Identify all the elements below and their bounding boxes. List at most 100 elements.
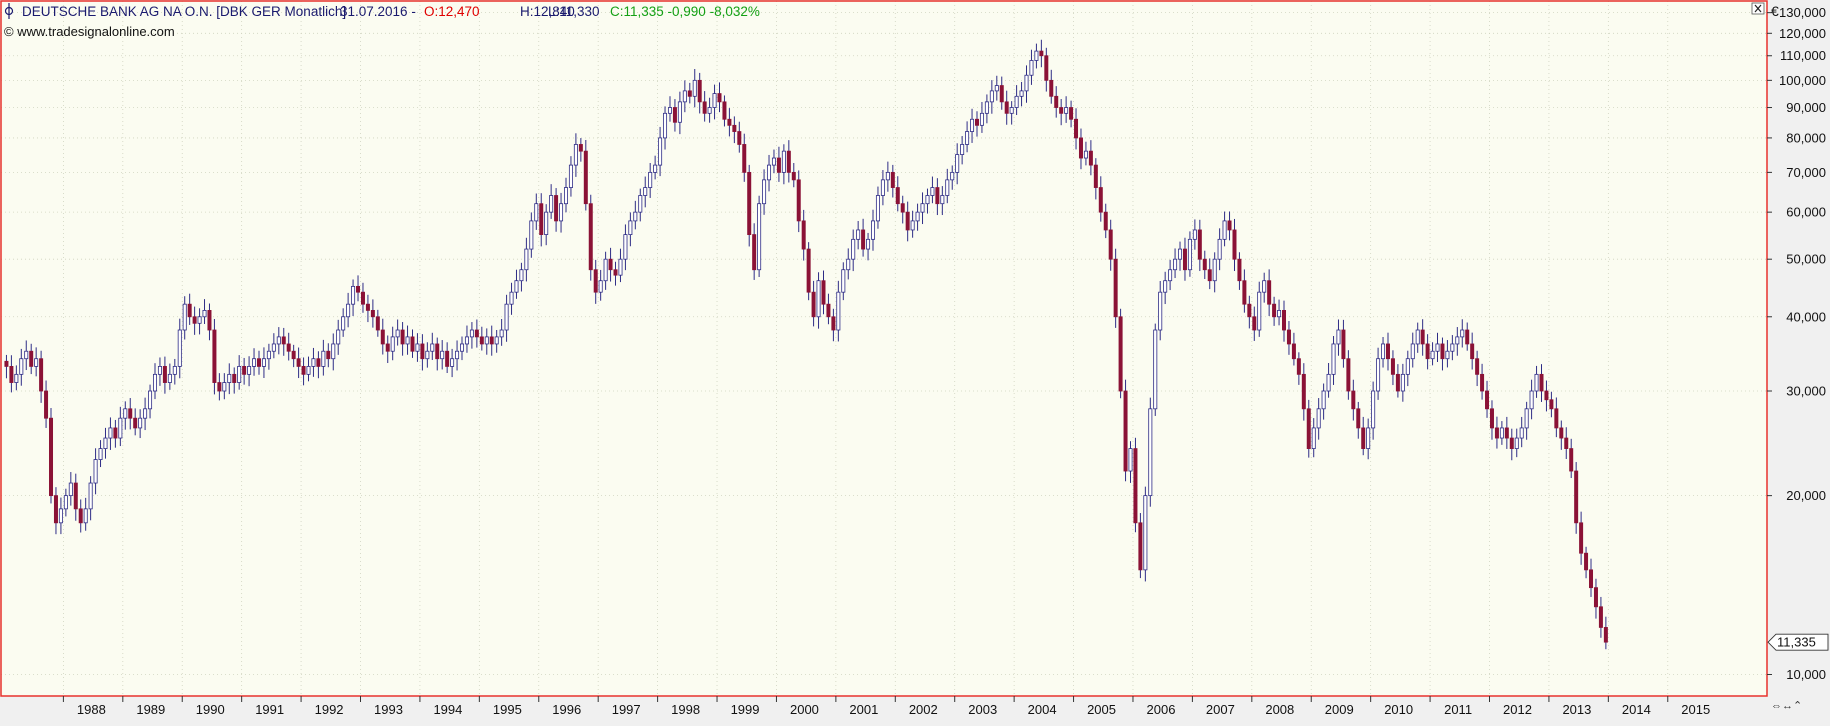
x-tick-label: 1997 xyxy=(612,702,641,717)
candle-body xyxy=(1326,373,1331,392)
close-icon[interactable] xyxy=(1751,2,1765,15)
candle-body xyxy=(380,329,385,345)
candle-body xyxy=(281,336,286,345)
candle-body xyxy=(336,329,341,345)
candle-body xyxy=(539,203,544,236)
y-tick-label: 90,000 xyxy=(1786,100,1826,115)
candle-body xyxy=(489,336,494,345)
candle-body xyxy=(286,343,291,352)
candle-body xyxy=(360,291,365,305)
candle-body xyxy=(450,358,455,367)
candle-body xyxy=(113,427,118,439)
candle-body xyxy=(1361,427,1366,449)
candle-body xyxy=(78,508,83,524)
x-tick-label: 2004 xyxy=(1028,702,1057,717)
nav-arrows[interactable]: ⇔↔⌃ xyxy=(1771,700,1802,712)
candle-body xyxy=(29,350,34,367)
candle-body xyxy=(1569,448,1574,472)
candle-body xyxy=(692,79,697,97)
x-tick-label: 1994 xyxy=(433,702,462,717)
candle-body xyxy=(1069,107,1074,120)
candle-body xyxy=(469,329,474,338)
candle-body xyxy=(707,107,712,114)
candle-body xyxy=(316,358,321,367)
candle-body xyxy=(1262,280,1267,293)
candle-body xyxy=(1113,258,1118,318)
candle-body xyxy=(1371,390,1376,429)
candle-body xyxy=(1202,258,1207,271)
candle-body xyxy=(1272,303,1277,318)
candle-body xyxy=(1237,258,1242,282)
candle-body xyxy=(1252,316,1257,331)
candle-body xyxy=(509,291,514,305)
candle-body xyxy=(588,203,593,271)
candle-body xyxy=(1227,220,1232,231)
x-tick-label: 2001 xyxy=(849,702,878,717)
candle-body xyxy=(920,203,925,213)
candle-body xyxy=(1197,229,1202,260)
candle-body xyxy=(1544,390,1549,401)
candle-body xyxy=(271,343,276,352)
candle-body xyxy=(544,211,549,236)
candle-body xyxy=(1395,373,1400,392)
candle-body xyxy=(1331,343,1336,375)
candle-body xyxy=(1579,522,1584,554)
candle-body xyxy=(435,343,440,360)
candle-body xyxy=(1078,137,1083,159)
candle-body xyxy=(786,150,791,173)
candle-body xyxy=(1346,358,1351,392)
candle-body xyxy=(212,329,217,383)
y-tick-label: 40,000 xyxy=(1786,309,1826,324)
plot-frame xyxy=(0,0,1768,697)
candle-body xyxy=(227,373,232,383)
y-tick-label: 50,000 xyxy=(1786,252,1826,267)
candle-body xyxy=(1182,248,1187,271)
candle-body xyxy=(559,203,564,222)
candle-body xyxy=(875,195,880,222)
y-tick-label: 120,000 xyxy=(1779,26,1826,41)
y-tick-label: 10,000 xyxy=(1786,667,1826,682)
candle-body xyxy=(737,131,742,145)
y-tick-label: 130,000 xyxy=(1779,5,1826,20)
candle-body xyxy=(1549,399,1554,410)
x-tick-label: 1996 xyxy=(552,702,581,717)
y-axis: 10,000 20,000 30,000 40,000 50,000 60,000 70,0… xyxy=(1767,5,1826,682)
candle-body xyxy=(1430,350,1435,360)
candle-body xyxy=(49,417,54,497)
candle-body xyxy=(306,366,311,375)
candle-body xyxy=(722,101,727,120)
candle-body xyxy=(519,269,524,282)
candle-body xyxy=(767,164,772,181)
candle-body xyxy=(138,417,143,429)
candle-body xyxy=(821,280,826,305)
candle-body xyxy=(162,366,167,383)
candle-body xyxy=(410,336,415,352)
copyright: © www.tradesignalonline.com xyxy=(4,24,175,39)
candle-body xyxy=(1306,408,1311,449)
candle-body xyxy=(1499,427,1504,439)
candle-body xyxy=(1029,60,1034,76)
candle-body xyxy=(1584,552,1589,571)
pin-icon[interactable] xyxy=(4,3,14,19)
y-tick-label: 60,000 xyxy=(1786,205,1826,220)
candle-body xyxy=(167,373,172,383)
candle-body xyxy=(266,350,271,360)
candle-body xyxy=(1074,118,1079,139)
candle-body xyxy=(1460,329,1465,338)
candle-body xyxy=(1267,280,1272,305)
candle-body xyxy=(311,358,316,367)
candle-body xyxy=(39,358,44,392)
candle-body xyxy=(118,417,123,439)
y-tick-label: 80,000 xyxy=(1786,130,1826,145)
candle-body xyxy=(351,285,356,305)
last-price-marker: 11,335 xyxy=(1767,633,1829,651)
candle-body xyxy=(930,187,935,196)
x-tick-label: 1991 xyxy=(255,702,284,717)
candle-body xyxy=(727,118,732,126)
candle-body xyxy=(935,187,940,205)
candle-body xyxy=(1247,303,1252,318)
x-tick-label: 1992 xyxy=(315,702,344,717)
y-tick-label: 70,000 xyxy=(1786,165,1826,180)
candle-body xyxy=(747,171,752,236)
candle-body xyxy=(390,336,395,352)
